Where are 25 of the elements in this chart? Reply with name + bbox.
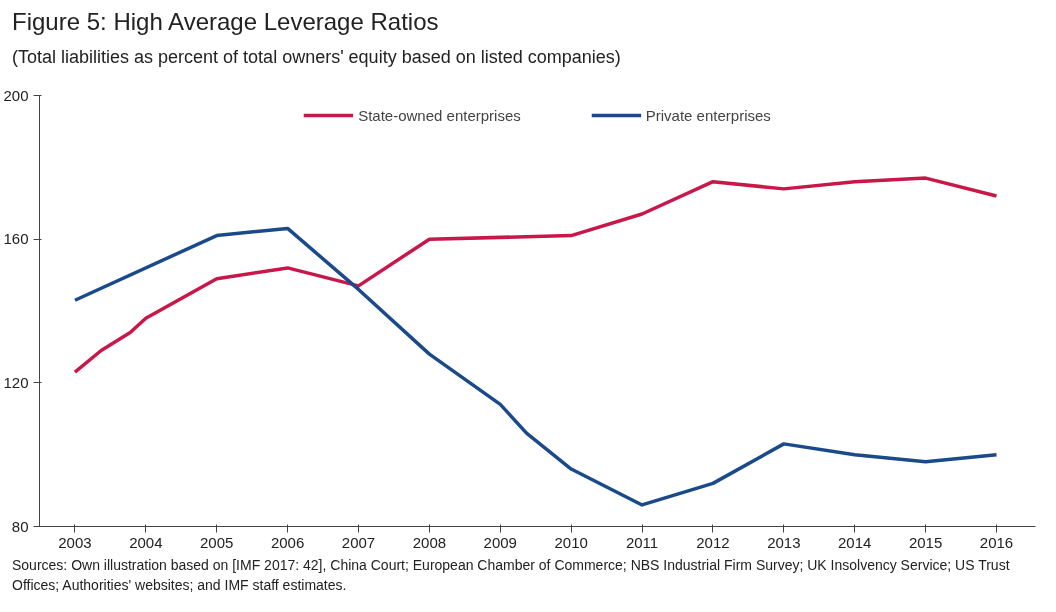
source-note: Sources: Own illustration based on [IMF 2017: 42], China Court; European Chamber of Commerce; NBS Industrial Firm Survey; UK Insolvency Service; US Trust Offices; Authorities' websites; and IMF staff estimates. <box>12 556 1011 595</box>
x-tick-label: 2013 <box>767 533 801 551</box>
chart-subtitle: (Total liabilities as percent of total owners' equity based on listed companies) <box>12 46 621 70</box>
x-tick-label: 2004 <box>129 533 163 551</box>
y-tick-label: 120 <box>3 373 29 391</box>
x-tick-label: 2014 <box>838 533 872 551</box>
x-tick-label: 2005 <box>200 533 234 551</box>
x-tick-label: 2011 <box>625 533 659 551</box>
y-tick-label: 160 <box>3 230 29 248</box>
legend-label: State-owned enterprises <box>358 106 521 124</box>
x-tick-label: 2012 <box>696 533 730 551</box>
chart-title: Figure 5: High Average Leverage Ratios <box>12 7 440 37</box>
x-tick-label: 2007 <box>341 533 376 551</box>
x-tick-label: 2010 <box>554 533 588 551</box>
legend-label: Private enterprises <box>645 106 771 124</box>
line-series <box>73 226 999 507</box>
x-tick-label: 2016 <box>979 533 1014 551</box>
line-series <box>73 176 999 374</box>
y-tick-label: 80 <box>11 517 29 535</box>
x-tick-label: 2009 <box>483 533 517 551</box>
x-tick-label: 2003 <box>58 533 92 551</box>
x-tick-label: 2006 <box>270 533 305 551</box>
x-tick-label: 2015 <box>908 533 943 551</box>
x-tick-label: 2008 <box>412 533 447 551</box>
y-tick-label: 200 <box>3 86 29 104</box>
